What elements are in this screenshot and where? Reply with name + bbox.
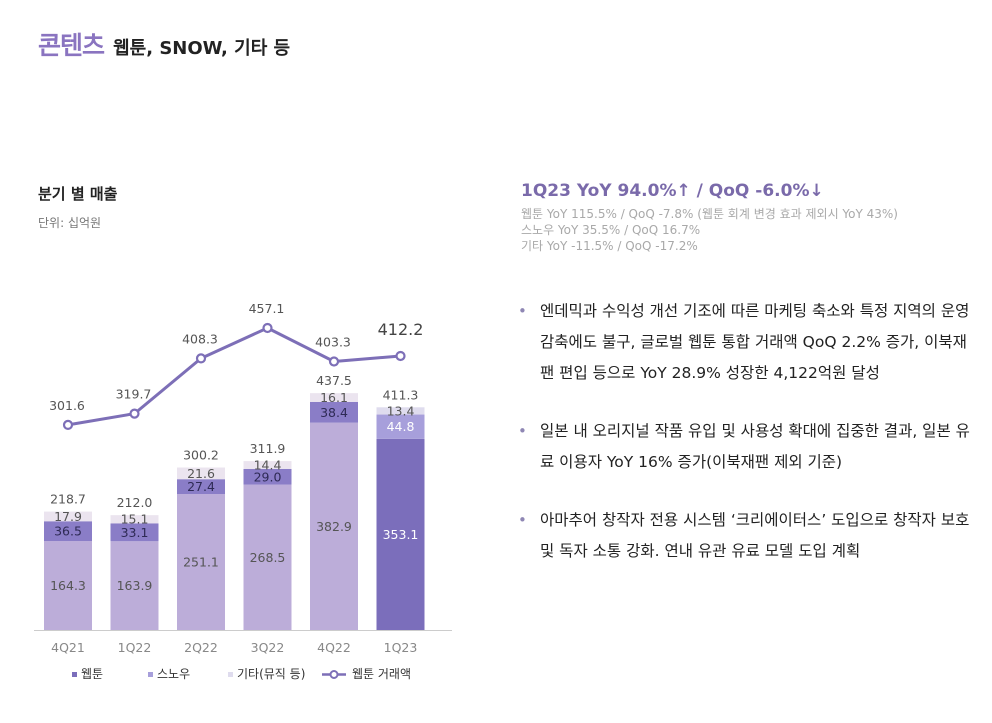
trading-volume-point — [262, 322, 273, 334]
bar-value-label: 15.1 — [121, 512, 149, 527]
x-tick-label: 1Q22 — [118, 640, 152, 655]
bar-value-label: 38.4 — [320, 405, 348, 420]
trading-volume-label: 319.7 — [116, 387, 152, 402]
trading-volume-label: 412.2 — [378, 320, 424, 339]
bar-segment-webtoon — [110, 541, 159, 630]
bar-segment-snow — [310, 401, 358, 423]
bar-value-label: 17.9 — [54, 509, 82, 524]
bar-segment-other — [110, 515, 159, 524]
legend-label: 스노우 — [157, 667, 190, 681]
chart-title: 분기 별 매출 — [38, 185, 118, 203]
highlight-item: 일본 내 오리지널 작품 유입 및 사용성 확대에 집중한 결과, 일본 유료 … — [516, 416, 972, 478]
bar-segment-snow — [243, 468, 292, 485]
bar-value-label: 16.1 — [320, 390, 348, 405]
legend-label: 웹툰 — [81, 667, 103, 681]
trading-volume-label: 403.3 — [315, 335, 351, 350]
bar-segment-webtoon — [376, 438, 425, 630]
bar-segment-other — [177, 467, 225, 480]
bar-value-label: 14.4 — [254, 458, 282, 473]
bar-value-label: 13.4 — [387, 403, 415, 418]
bar-value-label: 36.5 — [54, 524, 82, 539]
x-tick-label: 2Q22 — [184, 640, 218, 655]
legend-swatch — [72, 672, 77, 677]
trading-volume-line — [67, 326, 401, 427]
x-tick-label: 1Q23 — [384, 640, 418, 655]
bar-segment-other — [310, 393, 358, 402]
bar-segment-webtoon — [310, 422, 358, 630]
highlight-list: 엔데믹과 수익성 개선 기조에 따른 마케팅 축소와 특정 지역의 운영 감축에… — [516, 296, 972, 567]
bar-total-label: 437.5 — [316, 373, 352, 388]
bar-total-label: 218.7 — [50, 492, 86, 507]
legend-label: 기타(뮤직 등) — [237, 667, 305, 681]
bar-value-label: 164.3 — [50, 578, 86, 593]
bar-value-label: 382.9 — [316, 519, 352, 534]
legend-line-marker — [329, 670, 339, 679]
x-tick-label: 4Q22 — [317, 640, 351, 655]
bar-segment-webtoon — [177, 494, 225, 630]
bar-value-label: 251.1 — [183, 555, 219, 570]
trading-volume-point — [195, 353, 207, 364]
trading-volume-point — [328, 356, 340, 367]
bar-segment-snow — [376, 414, 425, 439]
highlight-item: 아마추어 창작자 전용 시스템 ‘크리에이터스’ 도입으로 창작자 보호 및 독… — [516, 505, 972, 567]
bar-value-label: 33.1 — [121, 525, 149, 540]
bar-segment-snow — [44, 521, 92, 542]
growth-detail-other: 기타 YoY -11.5% / QoQ -17.2% — [521, 239, 698, 253]
bar-total-label: 300.2 — [183, 447, 219, 462]
trading-volume-point — [129, 408, 140, 419]
bar-segment-other — [243, 461, 292, 469]
growth-detail-webtoon: 웹툰 YoY 115.5% / QoQ -7.8% (웹툰 회계 변경 효과 제… — [521, 207, 898, 221]
legend-swatch — [148, 672, 153, 677]
unit-label: 단위: 십억원 — [38, 216, 102, 230]
growth-details: 웹툰 YoY 115.5% / QoQ -7.8% (웹툰 회계 변경 효과 제… — [521, 206, 898, 254]
bar-value-label: 21.6 — [187, 466, 215, 481]
x-tick-label: 4Q21 — [51, 640, 85, 655]
trading-volume-label: 408.3 — [182, 331, 218, 346]
page-title-main: 콘텐츠 — [38, 31, 105, 60]
bar-segment-snow — [110, 523, 159, 542]
trading-volume-point — [62, 419, 74, 430]
bar-value-label: 29.0 — [254, 469, 282, 484]
bar-value-label: 27.4 — [187, 479, 215, 494]
bar-total-label: 212.0 — [117, 495, 153, 510]
bar-total-label: 311.9 — [250, 441, 286, 456]
bar-value-label: 44.8 — [387, 419, 415, 434]
bar-segment-webtoon — [243, 484, 292, 630]
legend-label: 웹툰 거래액 — [352, 667, 411, 681]
legend-swatch — [228, 672, 233, 677]
x-tick-label: 3Q22 — [251, 640, 285, 655]
bar-value-label: 353.1 — [383, 527, 419, 542]
highlight-item: 엔데믹과 수익성 개선 기조에 따른 마케팅 축소와 특정 지역의 운영 감축에… — [516, 296, 972, 389]
bar-value-label: 268.5 — [250, 550, 286, 565]
bar-segment-snow — [177, 479, 225, 495]
trading-volume-point — [395, 350, 406, 362]
bar-value-label: 163.9 — [117, 578, 153, 593]
trading-volume-label: 301.6 — [49, 398, 85, 413]
growth-detail-snow: 스노우 YoY 35.5% / QoQ 16.7% — [521, 223, 701, 237]
bar-total-label: 411.3 — [383, 387, 419, 402]
bar-segment-webtoon — [44, 541, 92, 630]
bar-segment-other — [376, 407, 425, 415]
bar-segment-other — [44, 511, 92, 522]
growth-headline: 1Q23 YoY 94.0%↑ / QoQ -6.0%↓ — [521, 181, 824, 201]
page-title: 콘텐츠 웹툰, SNOW, 기타 등 — [38, 26, 290, 62]
trading-volume-label: 457.1 — [249, 301, 285, 316]
revenue-chart: 164.3 36.517.9 218.7 4Q21 163.9 33.115.1 212.0… — [34, 301, 452, 681]
page-title-subtitle: 웹툰, SNOW, 기타 등 — [113, 38, 291, 59]
